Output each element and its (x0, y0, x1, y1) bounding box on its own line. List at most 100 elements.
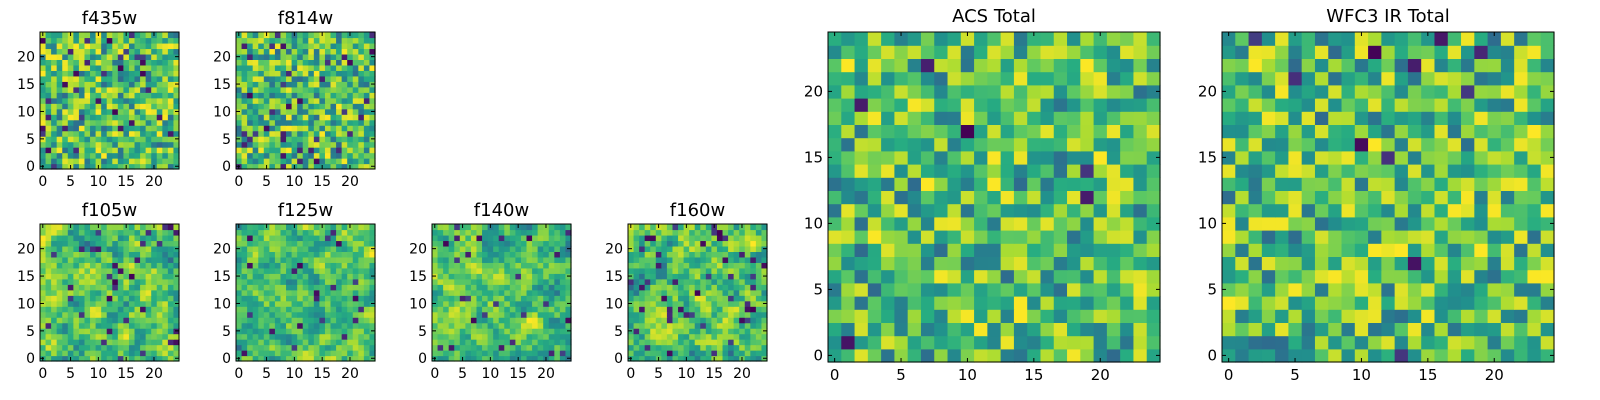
heatmap-cell (867, 45, 882, 59)
heatmap-cell (1146, 309, 1161, 323)
heatmap-cell (128, 322, 136, 329)
heatmap-cell (716, 262, 724, 269)
heatmap-cell (73, 234, 80, 242)
heatmap-cell (565, 251, 572, 258)
heatmap-cell (252, 251, 259, 258)
heatmap-cell (554, 262, 561, 269)
heatmap-cell (308, 306, 315, 313)
heatmap-cell (145, 108, 152, 115)
heatmap-cell (128, 32, 136, 39)
heatmap-cell (78, 311, 86, 318)
heatmap-cell (241, 295, 248, 302)
heatmap-cell (1261, 256, 1276, 271)
heatmap-cell (476, 355, 483, 362)
heatmap-cell (241, 119, 248, 126)
heatmap-cell (369, 322, 376, 329)
heatmap-cell (145, 224, 152, 231)
panel-f125w: f125w 0 5 10 15 20 0 5 10 15 20 (196, 194, 386, 394)
heatmap-cell (476, 262, 483, 269)
heatmap-cell (947, 190, 962, 205)
heatmap-cell (90, 328, 97, 335)
heatmap-cell (247, 125, 254, 132)
heatmap-cell (854, 230, 869, 244)
heatmap-cell (867, 164, 882, 178)
heatmap-cell (1000, 296, 1015, 310)
heatmap-cell (987, 256, 1002, 271)
heatmap-cell (722, 311, 729, 318)
heatmap-cell (269, 141, 276, 148)
heatmap-cell (252, 234, 259, 242)
heatmap-cell (1146, 164, 1161, 178)
heatmap-cell (274, 251, 282, 258)
heatmap-cell (1248, 203, 1263, 218)
heatmap-cell (117, 289, 124, 296)
heatmap-cell (487, 273, 494, 280)
heatmap-cell (487, 251, 494, 258)
heatmap-cell (363, 339, 371, 346)
heatmap-cell (750, 317, 757, 324)
heatmap-cell (1080, 32, 1095, 46)
heatmap-cell (881, 32, 895, 46)
heatmap-cell (1275, 203, 1289, 218)
heatmap-cell (482, 284, 489, 291)
heatmap-cell (761, 344, 768, 351)
heatmap-cell (156, 136, 163, 143)
panel-f160w: f160w 0 5 10 15 20 0 5 10 15 20 (588, 194, 778, 394)
heatmap-cell (341, 53, 348, 60)
heatmap-cell (324, 108, 332, 115)
heatmap-cell (56, 136, 63, 143)
heatmap-cell (465, 245, 472, 252)
heatmap-cell (711, 289, 718, 296)
heatmap-cell (324, 125, 332, 132)
heatmap-cell (140, 322, 147, 329)
heatmap-cell (123, 70, 130, 77)
heatmap-cell (565, 350, 572, 357)
heatmap-cell (258, 48, 265, 55)
heatmap-cell (666, 262, 674, 269)
heatmap-cell (145, 306, 152, 313)
heatmap-cell (151, 141, 158, 148)
heatmap-cell (1341, 243, 1356, 257)
heatmap-cell (432, 350, 439, 357)
heatmap-cell (140, 97, 147, 104)
heatmap-cell (1222, 150, 1236, 165)
heatmap-cell (263, 289, 270, 296)
heatmap-cell (45, 141, 52, 148)
heatmap-cell (683, 245, 690, 252)
heatmap-cell (145, 317, 152, 324)
heatmap-cell (920, 177, 935, 191)
heatmap-cell (40, 262, 47, 269)
heatmap-cell (330, 344, 337, 351)
heatmap-cell (960, 256, 975, 271)
heatmap-cell (106, 339, 113, 346)
heatmap-cell (683, 256, 690, 263)
heatmap-cell (1013, 190, 1028, 205)
heatmap-cell (330, 136, 337, 143)
heatmap-cell (543, 245, 550, 252)
heatmap-cell (302, 278, 309, 285)
heatmap-cell (156, 229, 163, 236)
heatmap-cell (173, 306, 180, 313)
heatmap-cell (319, 64, 326, 71)
heatmap-cell (106, 108, 113, 115)
heatmap-cell (628, 240, 635, 247)
heatmap-cell (739, 229, 746, 236)
heatmap-cell (302, 158, 309, 165)
heatmap-cell (324, 295, 332, 302)
heatmap-cell (274, 32, 282, 39)
heatmap-cell (650, 306, 657, 313)
heatmap-cell (526, 311, 533, 318)
heatmap-cell (95, 278, 102, 285)
heatmap-cell (319, 295, 326, 302)
heatmap-cell (854, 243, 869, 257)
heatmap-cell (291, 322, 298, 329)
heatmap-cell (319, 81, 326, 88)
heatmap-cell (145, 322, 152, 329)
heatmap-cell (145, 70, 152, 77)
heatmap-cell (269, 322, 276, 329)
x-tick-label: 5 (458, 366, 467, 382)
heatmap-cell (1067, 216, 1081, 231)
heatmap-cell (934, 98, 949, 112)
heatmap-cell (167, 158, 175, 165)
heatmap-cell (56, 300, 63, 307)
